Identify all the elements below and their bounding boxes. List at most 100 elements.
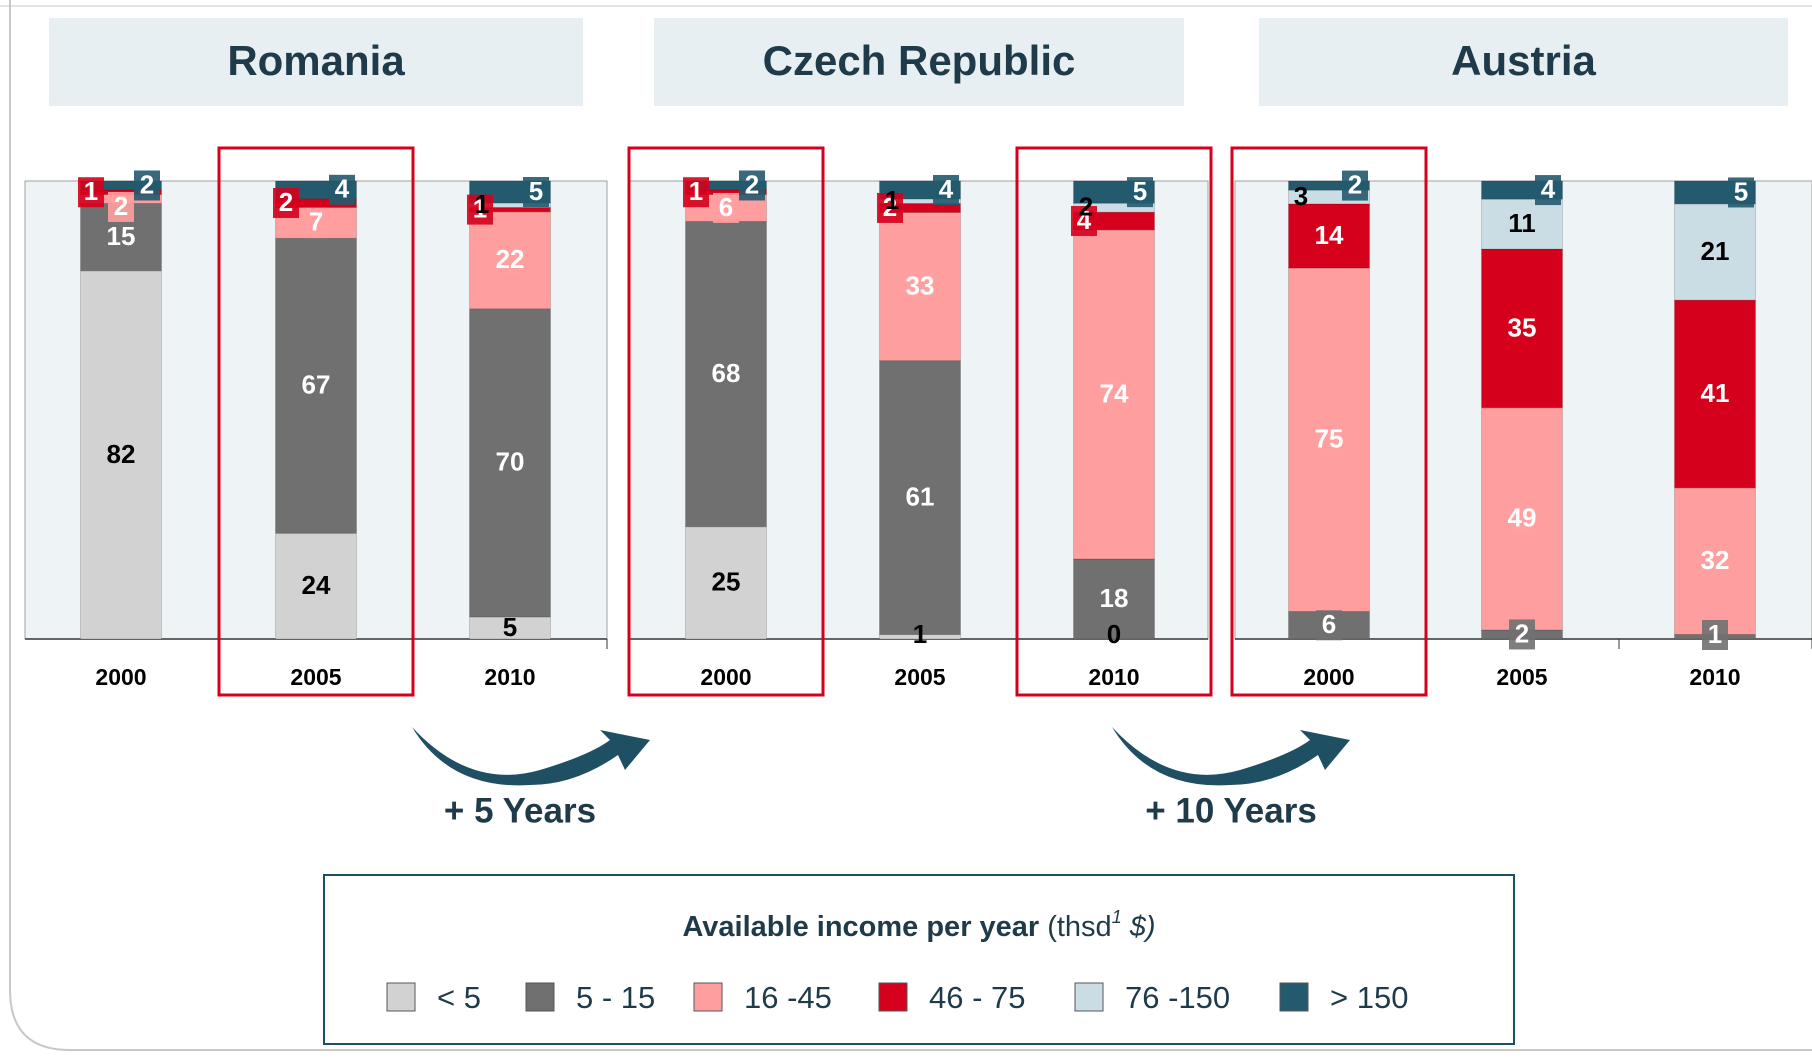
legend-label: 76 -150: [1125, 980, 1230, 1015]
frame: [9, 0, 1812, 1051]
bar-segment: [879, 634, 961, 640]
x-tick-label: 2000: [700, 664, 751, 690]
data-label: 2: [1348, 169, 1362, 199]
data-label-bg: [739, 170, 765, 201]
data-label: 1: [689, 176, 703, 206]
data-label-bg: [683, 177, 709, 208]
data-label: 68: [712, 358, 741, 388]
data-label-bg: [1702, 620, 1728, 650]
data-label: 70: [496, 447, 525, 477]
legend-title: Available income per year (thsd1 $): [682, 907, 1155, 943]
data-label: 5: [1734, 176, 1748, 206]
annotation: + 10 Years: [1145, 791, 1317, 830]
highlight-box: [217, 146, 415, 697]
data-label-bg: [303, 370, 329, 401]
data-label-bg: [1702, 546, 1728, 577]
bar-segment: [1481, 198, 1563, 250]
legend-unit-sup: 1: [1112, 907, 1122, 927]
data-label-bg: [933, 174, 959, 205]
legend-swatch: [693, 982, 723, 1012]
data-label-bg: [1316, 424, 1342, 455]
bar-segment: [1674, 203, 1756, 301]
panel-title-box: [49, 18, 583, 106]
data-label: 5: [503, 612, 517, 642]
data-label: 1: [1708, 619, 1722, 649]
data-label: 4: [335, 174, 350, 204]
legend-box: [323, 874, 1515, 1045]
bar-segment: [80, 270, 162, 640]
panel-title: Austria: [1451, 37, 1596, 84]
highlight-box: [627, 146, 825, 697]
data-label: 4: [1541, 174, 1556, 204]
x-tick-label: 2010: [1088, 664, 1139, 690]
data-label: 2: [279, 187, 293, 217]
x-tick-label: 2005: [290, 664, 341, 690]
data-label: 1: [885, 185, 899, 215]
data-label: 14: [1315, 220, 1344, 250]
data-label: 2: [745, 169, 759, 199]
highlight-box: [1230, 146, 1428, 697]
data-label: 25: [712, 567, 741, 597]
data-label-bg: [78, 177, 104, 208]
data-label-bg: [907, 271, 933, 302]
data-label-bg: [108, 191, 134, 222]
data-label-bg: [523, 177, 549, 208]
legend-unit: (thsd: [1047, 911, 1111, 943]
x-tick-label: 2005: [894, 664, 945, 690]
legend-title-text: Available income per year: [682, 911, 1039, 943]
x-tick-label: 2010: [484, 664, 535, 690]
x-tick-label: 2000: [95, 664, 146, 690]
data-label-bg: [108, 222, 134, 253]
data-label: 3: [1294, 181, 1308, 211]
data-label: 2: [883, 192, 897, 222]
data-label-bg: [134, 170, 160, 201]
data-label: 6: [1322, 609, 1336, 639]
data-label-bg: [497, 447, 523, 478]
data-label-bg: [877, 192, 903, 223]
data-label-bg: [467, 194, 493, 225]
data-label: 33: [906, 270, 935, 300]
data-label: 18: [1100, 583, 1129, 613]
data-label: 7: [309, 207, 323, 237]
data-label: 21: [1701, 236, 1730, 266]
data-label: 2: [114, 191, 128, 221]
data-label: 67: [302, 370, 331, 400]
data-label-bg: [1728, 177, 1754, 208]
data-label: 82: [107, 439, 136, 469]
bar-segment: [685, 526, 767, 640]
data-label-bg: [713, 192, 739, 223]
data-label: 4: [939, 174, 954, 204]
data-label-bg: [497, 245, 523, 276]
legend-swatch: [1279, 982, 1309, 1012]
panel-title-box: [654, 18, 1184, 106]
data-label-bg: [1509, 619, 1535, 650]
data-label-bg: [1071, 206, 1097, 237]
arrow: [1112, 727, 1350, 786]
panel-title: Romania: [227, 37, 405, 84]
data-label: 1: [913, 619, 927, 649]
legend-label: 46 - 75: [929, 980, 1026, 1015]
data-label: 1: [475, 189, 489, 219]
data-label-bg: [303, 207, 329, 238]
data-label-bg: [1101, 379, 1127, 410]
data-label-bg: [1509, 313, 1535, 344]
data-label: 32: [1701, 545, 1730, 575]
data-label: 75: [1315, 424, 1344, 454]
data-label-bg: [329, 174, 355, 205]
data-label: 24: [302, 570, 331, 600]
panel-title-box: [1259, 18, 1788, 106]
x-tick-label: 2005: [1496, 664, 1547, 690]
data-label-bg: [273, 188, 299, 219]
data-label: 61: [906, 481, 935, 511]
data-label: 74: [1100, 378, 1129, 408]
legend-label: > 150: [1330, 980, 1408, 1015]
data-label: 1: [84, 176, 98, 206]
data-label: 1: [473, 194, 487, 224]
data-label: 2: [1079, 192, 1093, 222]
legend-swatch: [878, 982, 908, 1012]
x-tick-label: 2010: [1689, 664, 1740, 690]
legend-swatch: [1074, 982, 1104, 1012]
bar-segment: [275, 532, 357, 640]
data-label-bg: [1509, 503, 1535, 534]
